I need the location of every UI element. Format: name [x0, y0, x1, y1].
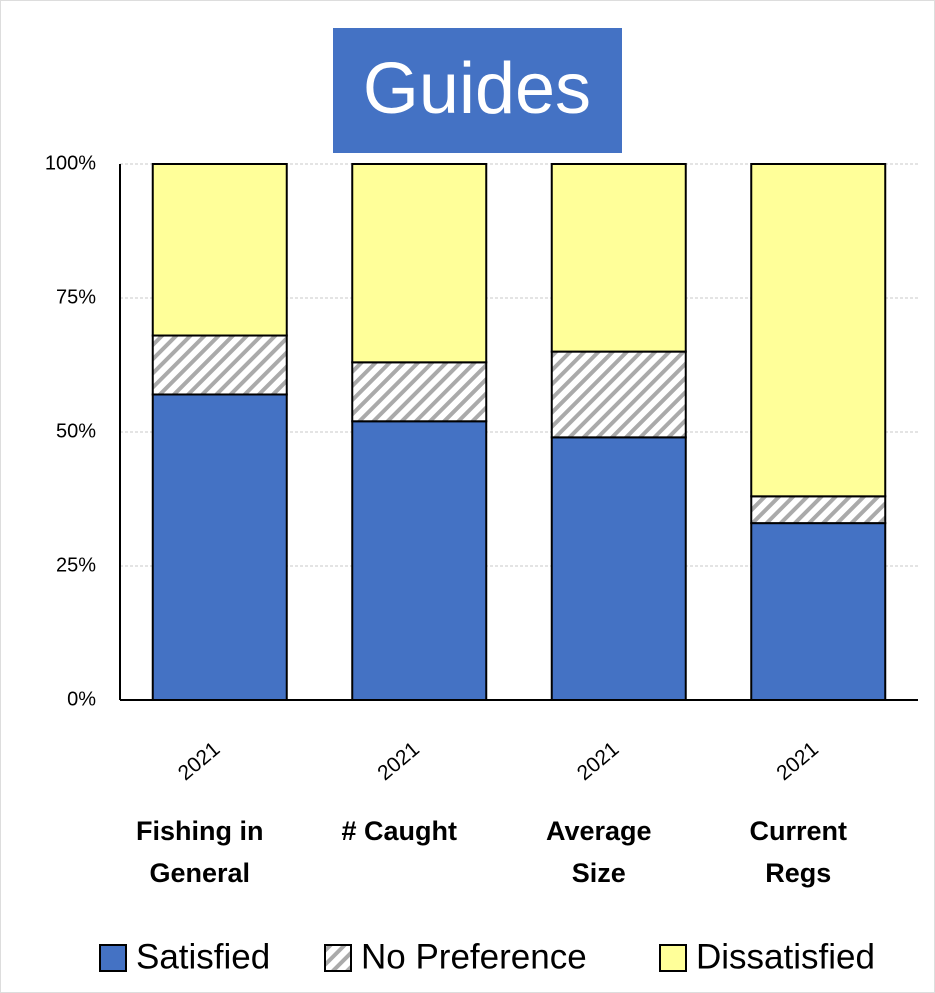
group-label: Fishing in General	[136, 816, 264, 888]
chart-title: Guides	[363, 49, 591, 129]
y-tick-label: 0%	[67, 688, 96, 710]
bar-segment	[750, 522, 887, 701]
y-tick-label: 25%	[56, 554, 96, 576]
legend-swatch	[99, 944, 127, 972]
bar-segment	[151, 334, 288, 396]
group-label: # Caught	[341, 816, 457, 846]
group-label: Current Regs	[749, 816, 847, 888]
bar-segment	[151, 393, 288, 701]
x-tick-label: 2021	[373, 737, 424, 785]
bar-segment	[351, 420, 488, 701]
x-tick-label: 2021	[772, 737, 823, 785]
legend-label: Satisfied	[136, 937, 270, 976]
x-tick-label: 2021	[174, 737, 225, 785]
bar-segment	[351, 361, 488, 423]
group-label: Average Size	[545, 816, 652, 888]
bar-segment	[750, 163, 887, 498]
legend-label: Dissatisfied	[696, 937, 875, 976]
x-tick-label: 2021	[573, 737, 624, 785]
y-tick-label: 50%	[56, 420, 96, 442]
bar-segment	[151, 163, 288, 337]
title-box	[333, 28, 622, 153]
bar-segment	[550, 436, 687, 701]
y-tick-label: 100%	[45, 152, 96, 174]
legend-label: No Preference	[361, 937, 587, 976]
bar-segment	[550, 350, 687, 439]
legend-swatch	[659, 944, 687, 972]
y-tick-label: 75%	[56, 286, 96, 308]
bar-segment	[550, 163, 687, 353]
legend-swatch	[324, 944, 352, 972]
bar-segment	[351, 163, 488, 364]
bar-segment	[750, 495, 887, 525]
